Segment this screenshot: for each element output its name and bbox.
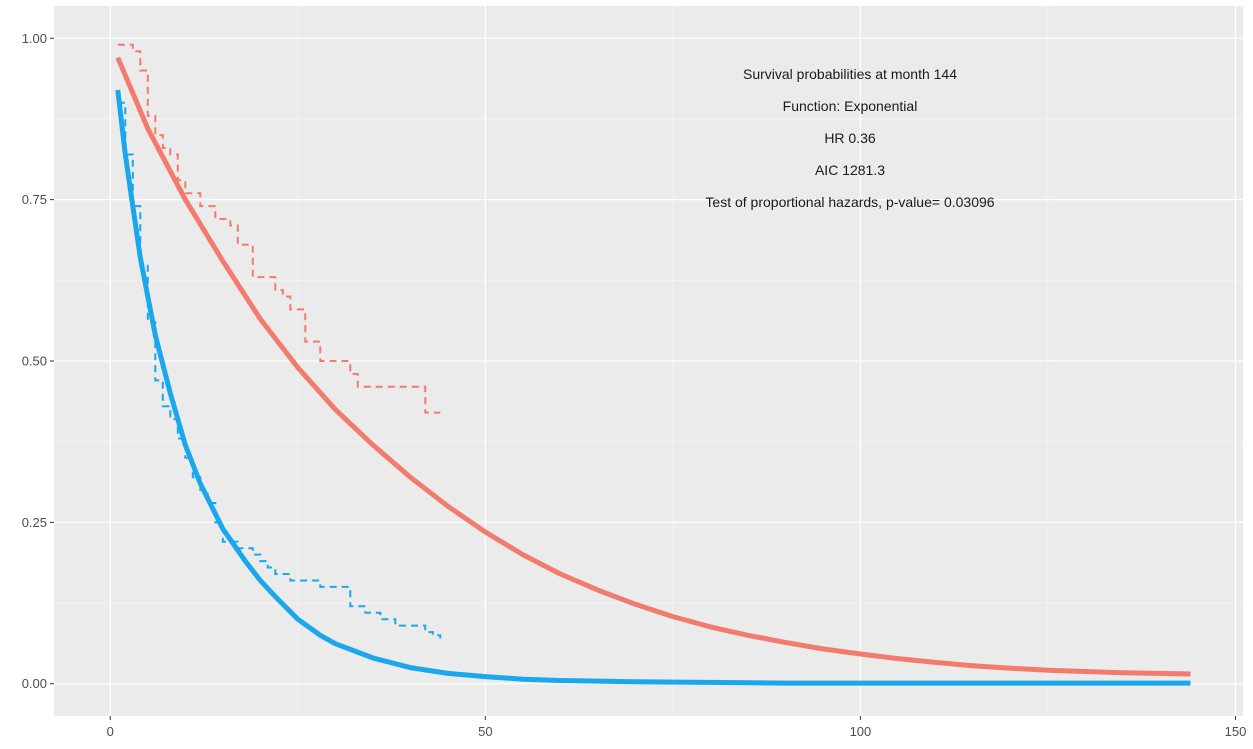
x-tick-label: 50 — [478, 724, 492, 739]
annotation-line-function: Function: Exponential — [783, 98, 918, 114]
km-step-curve — [117, 43, 441, 414]
y-axis-tick-labels: 0.00 0.25 0.50 0.75 1.00 — [22, 31, 47, 691]
y-tick-label: 0.25 — [22, 515, 47, 530]
annotation-block: Survival probabilities at month 144 Func… — [705, 66, 994, 210]
x-axis-tick-labels: 0 50 100 150 — [107, 724, 1247, 739]
exponential-fit-curve — [115, 56, 1191, 677]
x-tick-label: 150 — [1225, 724, 1247, 739]
y-tick-label: 1.00 — [22, 31, 47, 46]
axis-ticks — [50, 37, 1236, 720]
x-tick-label: 0 — [107, 724, 114, 739]
y-tick-label: 0.50 — [22, 354, 47, 369]
series-layer — [115, 43, 1191, 686]
km-step-curve — [117, 101, 442, 639]
y-tick-label: 0.75 — [22, 192, 47, 207]
x-tick-label: 100 — [850, 724, 872, 739]
annotation-line-hr: HR 0.36 — [824, 130, 876, 146]
major-gridlines — [54, 6, 1243, 716]
y-tick-label: 0.00 — [22, 676, 47, 691]
annotation-line-aic: AIC 1281.3 — [815, 162, 885, 178]
annotation-line-survival: Survival probabilities at month 144 — [743, 66, 957, 82]
annotation-line-ph-test: Test of proportional hazards, p-value= 0… — [705, 194, 994, 210]
